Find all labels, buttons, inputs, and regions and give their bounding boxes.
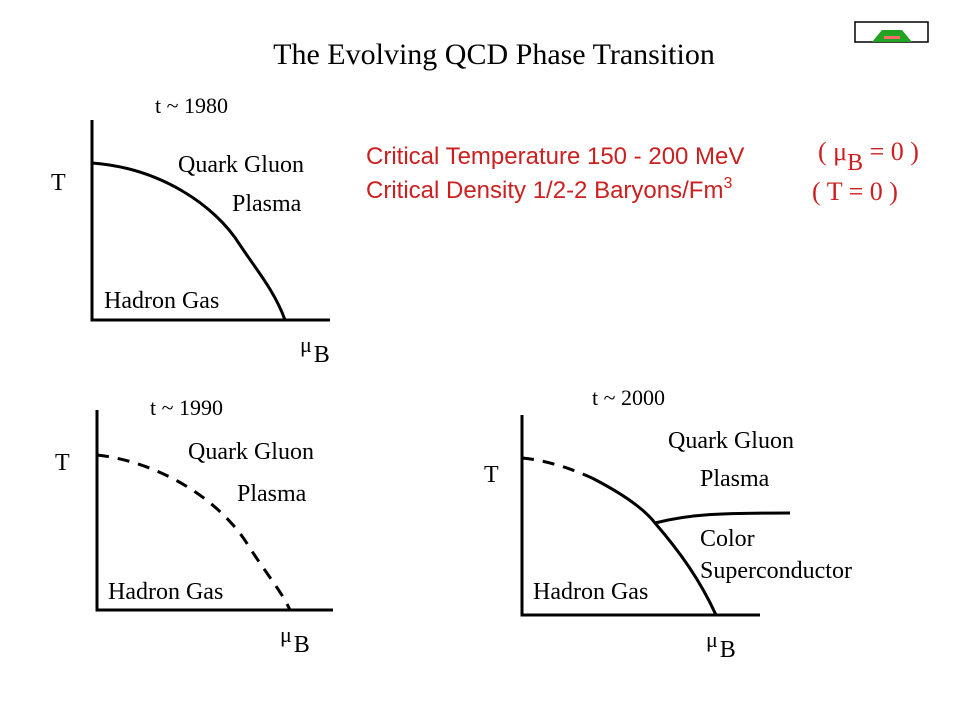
color-superconductor-label-line2: Superconductor: [700, 558, 852, 584]
baryon-chemical-potential-label: μB: [280, 622, 310, 658]
qgp-label-line1: Quark Gluon: [178, 152, 304, 178]
qgp-label-line1: Quark Gluon: [668, 428, 794, 454]
year-label: t ~ 1990: [150, 395, 223, 420]
phase-boundary-line: [91, 161, 287, 321]
hadron-gas-label: Hadron Gas: [108, 579, 223, 605]
baryon-chemical-potential-label: μB: [300, 332, 330, 368]
critical-temperature-text: Critical Temperature 150 - 200 MeV: [366, 143, 744, 170]
temperature-axis-label: T: [55, 450, 70, 476]
temperature-axis-label: T: [484, 462, 499, 488]
color-superconductor-boundary: [654, 511, 791, 525]
hadron-gas-label: Hadron Gas: [533, 579, 648, 605]
hadron-gas-label: Hadron Gas: [104, 288, 219, 314]
year-label: t ~ 2000: [592, 385, 665, 410]
phase-diagram-1980: t ~ 1980 T Quark Gluon Plasma Hadron Gas…: [51, 93, 330, 368]
temperature-condition: ( μB = 0 ): [818, 137, 919, 176]
axes: [520, 415, 760, 617]
density-condition: ( T = 0 ): [812, 177, 898, 206]
qgp-label-line2: Plasma: [232, 191, 302, 217]
qgp-label-line2: Plasma: [700, 466, 770, 492]
axes: [90, 120, 330, 322]
critical-density-text: Critical Density 1/2-2 Baryons/Fm3: [366, 175, 732, 204]
phase-boundary-dashed-line: [521, 456, 593, 480]
qgp-label-line1: Quark Gluon: [188, 439, 314, 465]
page-title: The Evolving QCD Phase Transition: [273, 38, 715, 71]
color-superconductor-label-line1: Color: [700, 526, 755, 552]
axes: [95, 410, 333, 612]
critical-values-block: Critical Temperature 150 - 200 MeV ( μB …: [366, 137, 919, 206]
year-label: t ~ 1980: [155, 93, 228, 118]
stop-sign-icon[interactable]: [854, 21, 929, 43]
qgp-label-line2: Plasma: [237, 481, 307, 507]
temperature-axis-label: T: [51, 170, 66, 196]
phase-diagram-2000: t ~ 2000 T Quark Gluon Plasma Color Supe…: [484, 385, 852, 663]
phase-diagram-1990: t ~ 1990 T Quark Gluon Plasma Hadron Gas…: [55, 395, 333, 658]
baryon-chemical-potential-label: μB: [706, 627, 736, 663]
phase-boundary-dashed-line: [96, 453, 292, 611]
